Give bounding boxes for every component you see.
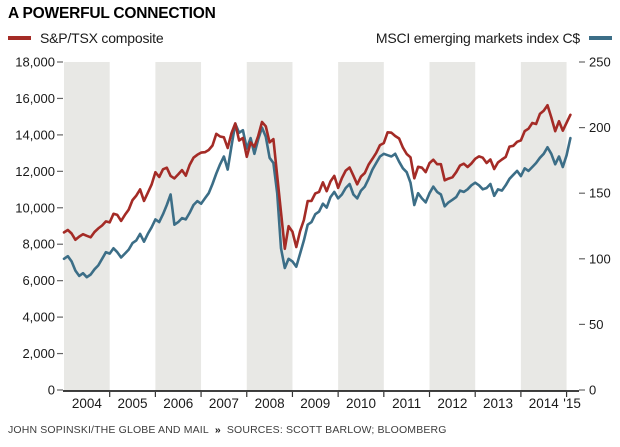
year-band: [429, 62, 476, 391]
y-axis-label-left: 2,000: [22, 346, 55, 361]
y-axis-label-right: 250: [589, 55, 611, 70]
y-axis-label-left: 12,000: [15, 164, 55, 179]
x-axis-label: '15: [563, 396, 581, 411]
x-axis-label: 2005: [118, 396, 148, 411]
x-axis-label: 2004: [72, 396, 103, 411]
chart-title: A POWERFUL CONNECTION: [8, 5, 216, 22]
x-axis-label: 2011: [392, 396, 421, 411]
x-axis-label: 2009: [300, 396, 330, 411]
x-axis-label: 2007: [209, 396, 239, 411]
tsx-line: [62, 103, 572, 251]
x-axis-label: 2008: [255, 396, 285, 411]
y-axis-label-left: 8,000: [22, 237, 55, 252]
y-axis-label-right: 50: [589, 317, 603, 332]
separator-glyph: »: [214, 424, 221, 436]
y-axis-label-left: 4,000: [22, 310, 55, 325]
credit-line: JOHN SOPINSKI/THE GLOBE AND MAIL » SOURCES…: [8, 424, 447, 436]
year-band: [520, 62, 567, 391]
y-axis-label-right: 100: [589, 251, 611, 266]
x-axis-label: 2013: [483, 396, 513, 411]
y-axis-label-right: 0: [589, 383, 596, 398]
msci-line: [62, 122, 572, 279]
legend-item-msci: MSCI emerging markets index C$: [376, 30, 612, 46]
y-axis-label-left: 6,000: [22, 273, 55, 288]
msci-legend-label: MSCI emerging markets index C$: [375, 30, 580, 46]
year-band: [155, 62, 202, 391]
y-axis-label-left: 14,000: [15, 127, 55, 142]
y-axis-label-left: 10,000: [15, 200, 55, 215]
msci-line-swatch: [589, 36, 612, 40]
credit-text: JOHN SOPINSKI/THE GLOBE AND MAIL: [8, 424, 209, 436]
legend-item-tsx: S&P/TSX composite: [8, 30, 164, 46]
y-axis-label-right: 150: [589, 186, 611, 201]
year-band: [338, 62, 384, 391]
legend: S&P/TSX composite MSCI emerging markets …: [8, 29, 612, 47]
y-axis-label-left: 16,000: [15, 91, 55, 106]
y-axis-label-left: 18,000: [15, 55, 55, 70]
x-axis-label: 2010: [346, 396, 376, 411]
x-axis-label: 2014: [529, 396, 560, 411]
y-axis-label-left: 0: [48, 383, 55, 398]
sources-text: SOURCES: SCOTT BARLOW; BLOOMBERG: [226, 424, 447, 436]
x-axis-label: 2006: [163, 396, 193, 411]
year-band: [246, 62, 293, 391]
y-axis-label-right: 200: [589, 120, 611, 135]
tsx-line-swatch: [8, 36, 31, 40]
x-axis-label: 2012: [437, 396, 467, 411]
tsx-legend-label: S&P/TSX composite: [40, 30, 164, 46]
